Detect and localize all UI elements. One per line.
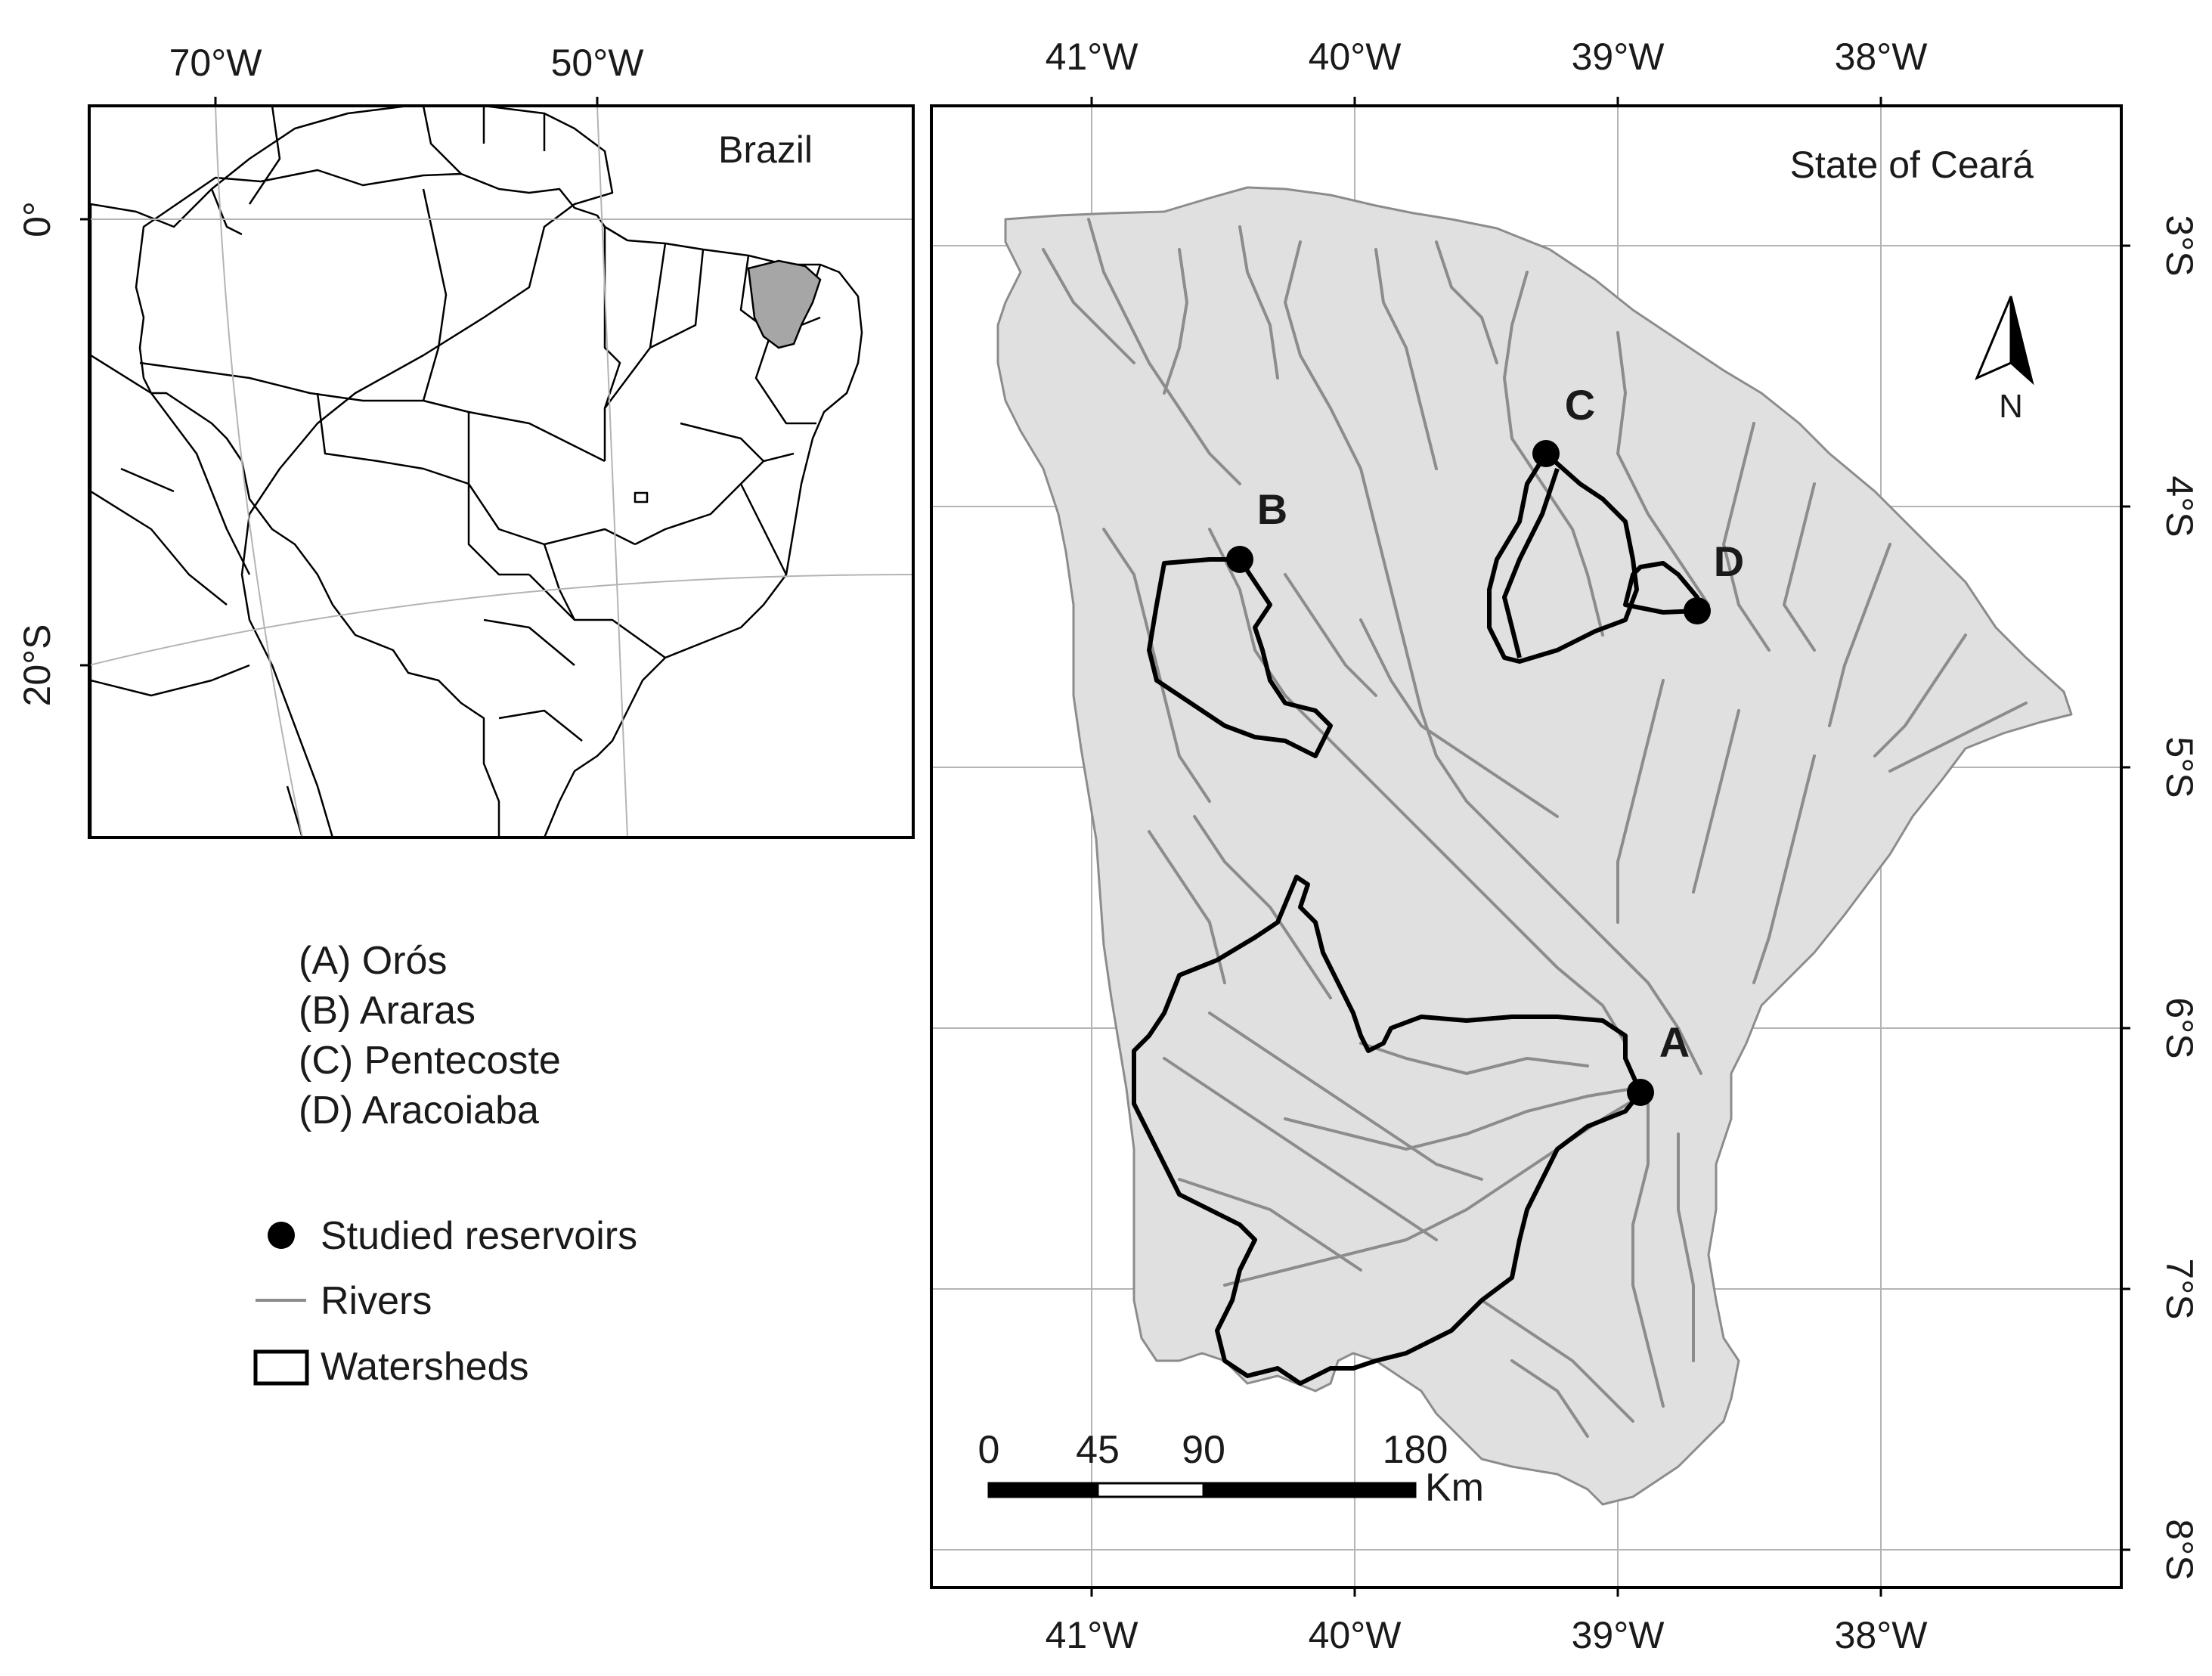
- inset-lat-label-0: 0°: [16, 201, 58, 237]
- legend-reservoir-dot-icon: [268, 1222, 295, 1249]
- reservoir-marker-a: [1627, 1079, 1654, 1106]
- scale-tick-0: 0: [978, 1428, 1000, 1472]
- legend-name-d: (D) Aracoiaba: [299, 1089, 539, 1132]
- main-lon-bottom-38w: 38°W: [1835, 1614, 1929, 1656]
- main-lat-3s: 3°S: [2158, 215, 2201, 276]
- inset-graticule: [89, 106, 913, 838]
- scale-bar: 0 45 90 180 Km: [978, 1428, 1484, 1510]
- main-lon-top-40w: 40°W: [1309, 36, 1402, 78]
- watershed-oros: [1132, 875, 1643, 1386]
- legend-name-c: (C) Pentecoste: [299, 1039, 561, 1083]
- main-lon-bottom-39w: 39°W: [1572, 1614, 1665, 1656]
- legend-rivers-label: Rivers: [321, 1279, 432, 1323]
- legend-name-b: (B) Araras: [299, 989, 476, 1033]
- reservoir-marker-b: [1226, 546, 1253, 573]
- watershed-pentecoste: [1487, 451, 1639, 664]
- main-lon-bottom-41w: 41°W: [1046, 1614, 1139, 1656]
- inset-ticks: [80, 97, 599, 667]
- reservoir-label-a: A: [1659, 1018, 1690, 1066]
- watershed-araras: [1147, 557, 1333, 758]
- main-lon-top-41w: 41°W: [1046, 36, 1139, 78]
- main-lat-7s: 7°S: [2158, 1258, 2201, 1319]
- main-map: A B C D 0 45 90 180 Km N State of Ceará: [930, 36, 2201, 1656]
- inset-lat-label-20s: 20°S: [16, 624, 58, 707]
- main-frame: [930, 104, 2123, 1589]
- main-lon-bottom-40w: 40°W: [1309, 1614, 1402, 1656]
- ceara-highlight: [747, 259, 822, 349]
- country-borders: [90, 106, 546, 838]
- legend: (A) Orós (B) Araras (C) Pentecoste (D) A…: [253, 939, 637, 1389]
- reservoir-label-c: C: [1565, 381, 1595, 429]
- legend-watersheds-label: Watersheds: [321, 1345, 529, 1389]
- north-arrow-icon: N: [1975, 296, 2034, 425]
- reservoir-label-b: B: [1257, 485, 1287, 533]
- main-ticks: [1090, 97, 2130, 1597]
- main-lon-top-39w: 39°W: [1572, 36, 1665, 78]
- main-lat-4s: 4°S: [2158, 476, 2201, 537]
- reservoir-marker-d: [1684, 597, 1711, 624]
- main-title: State of Ceará: [1790, 144, 2034, 186]
- inset-title: Brazil: [718, 129, 813, 171]
- brazil-shape: [135, 169, 863, 838]
- reservoir-marker-c: [1532, 440, 1560, 467]
- watershed-aracoiaba: [1623, 561, 1699, 615]
- legend-watershed-box-icon: [253, 1349, 309, 1386]
- river-network: [1042, 218, 2028, 1438]
- inset-frame: [88, 104, 915, 839]
- scale-tick-45: 45: [1076, 1428, 1120, 1472]
- scale-tick-180: 180: [1383, 1428, 1448, 1472]
- south-america-outline: [89, 106, 614, 838]
- federal-district: [634, 491, 649, 503]
- main-lat-8s: 8°S: [2158, 1519, 2201, 1580]
- main-lon-top-38w: 38°W: [1835, 36, 1929, 78]
- main-lat-6s: 6°S: [2158, 997, 2201, 1058]
- legend-name-a: (A) Orós: [299, 939, 447, 983]
- reservoir-label-d: D: [1714, 537, 1744, 585]
- inset-map: 70°W 50°W 0° 20°S Brazil: [16, 42, 915, 839]
- north-label: N: [1999, 388, 2023, 425]
- ceara-state-shape: [996, 186, 2073, 1506]
- inset-lon-label-50w: 50°W: [551, 42, 645, 84]
- scale-tick-90: 90: [1182, 1428, 1225, 1472]
- legend-reservoirs-label: Studied reservoirs: [321, 1214, 637, 1258]
- inset-lon-label-70w: 70°W: [169, 42, 263, 84]
- main-lat-5s: 5°S: [2158, 736, 2201, 798]
- scale-unit: Km: [1425, 1466, 1484, 1510]
